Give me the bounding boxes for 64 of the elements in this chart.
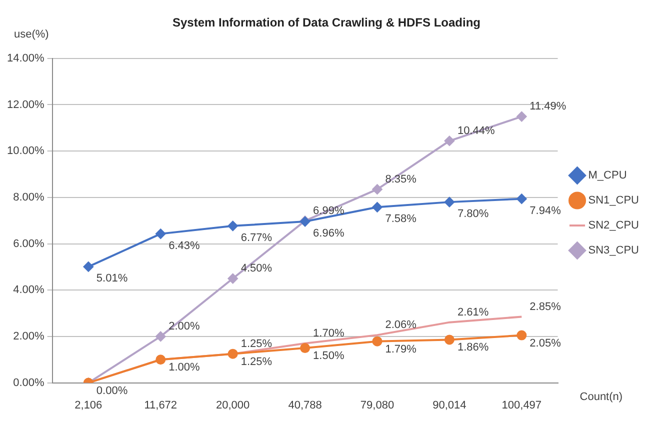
x-axis-title: Count(n) — [580, 390, 623, 403]
data-label: 1.25% — [240, 356, 272, 368]
y-axis-title: use(%) — [14, 28, 49, 40]
data-label: 4.50% — [240, 262, 272, 275]
legend-label: SN2_CPU — [588, 220, 640, 232]
data-label: 7.58% — [385, 213, 417, 226]
point — [444, 197, 454, 208]
point — [516, 112, 527, 122]
y-tick-label: 10.00% — [6, 145, 45, 158]
x-tick-label: 11,672 — [144, 399, 178, 412]
x-tick-label: 2,106 — [74, 399, 102, 412]
x-tick-label: 20,000 — [216, 399, 250, 412]
data-label: 1.25% — [240, 338, 272, 350]
x-tick-label: 100,497 — [502, 399, 542, 412]
point — [516, 330, 527, 340]
point — [372, 184, 382, 194]
point — [300, 343, 310, 354]
data-label: 1.70% — [313, 327, 344, 340]
point — [83, 262, 94, 272]
data-label: 7.94% — [530, 204, 562, 217]
y-tick-label: 8.00% — [13, 191, 45, 204]
point — [156, 228, 166, 239]
x-tick-label: 40,788 — [288, 399, 322, 412]
point — [228, 220, 238, 231]
legend-label: M_CPU — [588, 170, 627, 182]
data-label: 2.85% — [530, 300, 562, 313]
data-label: 6.43% — [168, 240, 200, 252]
data-label: 7.80% — [457, 208, 489, 220]
data-label: 10.44% — [457, 124, 495, 137]
data-label: 2.06% — [385, 319, 417, 332]
data-label: 11.49% — [530, 100, 566, 113]
data-label: 8.35% — [385, 173, 417, 186]
y-tick-label: 12.00% — [6, 98, 45, 111]
data-label: 1.50% — [313, 350, 344, 362]
point — [228, 348, 238, 359]
chart-title: System Information of Data Crawling & HDFS Loading — [172, 16, 481, 30]
x-tick-label: 90,014 — [432, 399, 466, 412]
data-label: 2.05% — [530, 337, 562, 350]
point — [156, 354, 166, 365]
point — [372, 336, 382, 346]
point — [228, 274, 238, 284]
legend-label: SN1_CPU — [588, 194, 640, 207]
point — [444, 136, 454, 146]
point — [156, 331, 166, 342]
y-tick-label: 4.00% — [13, 284, 45, 296]
data-label: 2.61% — [457, 306, 489, 318]
y-tick-label: 14.00% — [6, 52, 45, 64]
data-label: 6.77% — [240, 232, 272, 244]
point — [444, 334, 454, 345]
data-label: 1.79% — [385, 343, 417, 356]
y-tick-label: 2.00% — [13, 330, 45, 342]
data-label: 6.99% — [313, 204, 344, 217]
point — [372, 202, 382, 212]
data-label: 6.96% — [313, 228, 344, 240]
x-tick-label: 79,080 — [360, 399, 394, 412]
data-label: 5.01% — [96, 272, 128, 285]
data-label: 1.00% — [168, 362, 200, 374]
y-tick-label: 0.00% — [13, 376, 45, 389]
data-label: 1.86% — [457, 342, 489, 354]
point — [516, 194, 527, 204]
data-label: 0.00% — [96, 384, 128, 397]
y-tick-label: 6.00% — [13, 238, 45, 250]
legend-label: SN3_CPU — [588, 244, 640, 257]
data-label: 2.00% — [168, 320, 200, 332]
